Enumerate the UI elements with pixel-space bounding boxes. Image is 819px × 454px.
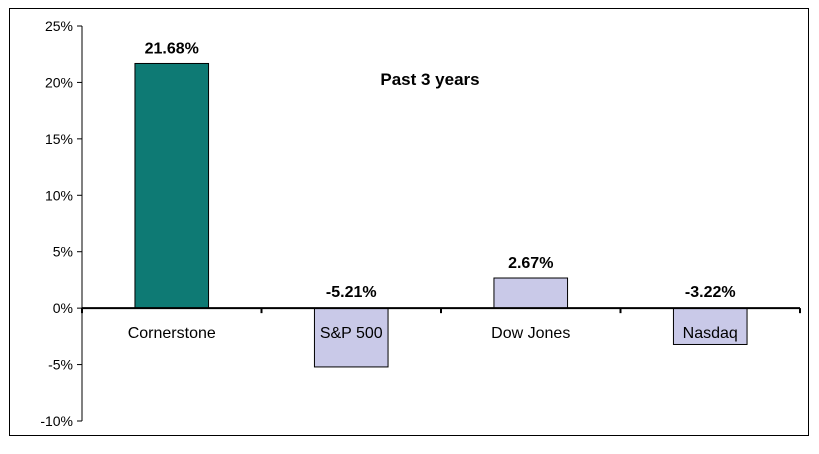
bar-3 xyxy=(672,307,748,345)
data-label-1: -5.21% xyxy=(326,284,377,301)
y-tick-label-1: 20% xyxy=(45,74,73,90)
bar-0 xyxy=(134,62,210,309)
bars-layer xyxy=(134,62,748,368)
y-tick-label-7: -10% xyxy=(40,413,73,429)
bar-chart: 25% 20% 15% 10% 5% 0% -5% -10% Cornerstone S&P 50… xyxy=(40,18,801,429)
y-tick-label-4: 5% xyxy=(53,244,73,260)
category-label-2: Dow Jones xyxy=(491,325,570,342)
y-tick-label-3: 10% xyxy=(45,187,73,203)
data-label-0: 21.68% xyxy=(145,40,199,57)
category-label-1: S&P 500 xyxy=(320,325,383,342)
chart-title: Past 3 years xyxy=(380,70,479,89)
category-label-3: Nasdaq xyxy=(683,325,738,342)
labels-layer: 25% 20% 15% 10% 5% 0% -5% -10% Cornerstone S&P 50… xyxy=(40,18,738,429)
y-tick-label-6: -5% xyxy=(48,357,73,373)
bar-1 xyxy=(313,307,389,368)
bar-2 xyxy=(493,277,569,309)
y-tick-label-5: 0% xyxy=(53,300,73,316)
y-tick-label-2: 15% xyxy=(45,131,73,147)
y-tick-label-0: 25% xyxy=(45,18,73,34)
chart-frame: 25% 20% 15% 10% 5% 0% -5% -10% Cornerstone S&P 50… xyxy=(9,8,809,436)
axes-layer xyxy=(77,25,801,422)
data-label-2: 2.67% xyxy=(508,255,553,272)
category-label-0: Cornerstone xyxy=(128,325,216,342)
data-label-3: -3.22% xyxy=(685,284,736,301)
